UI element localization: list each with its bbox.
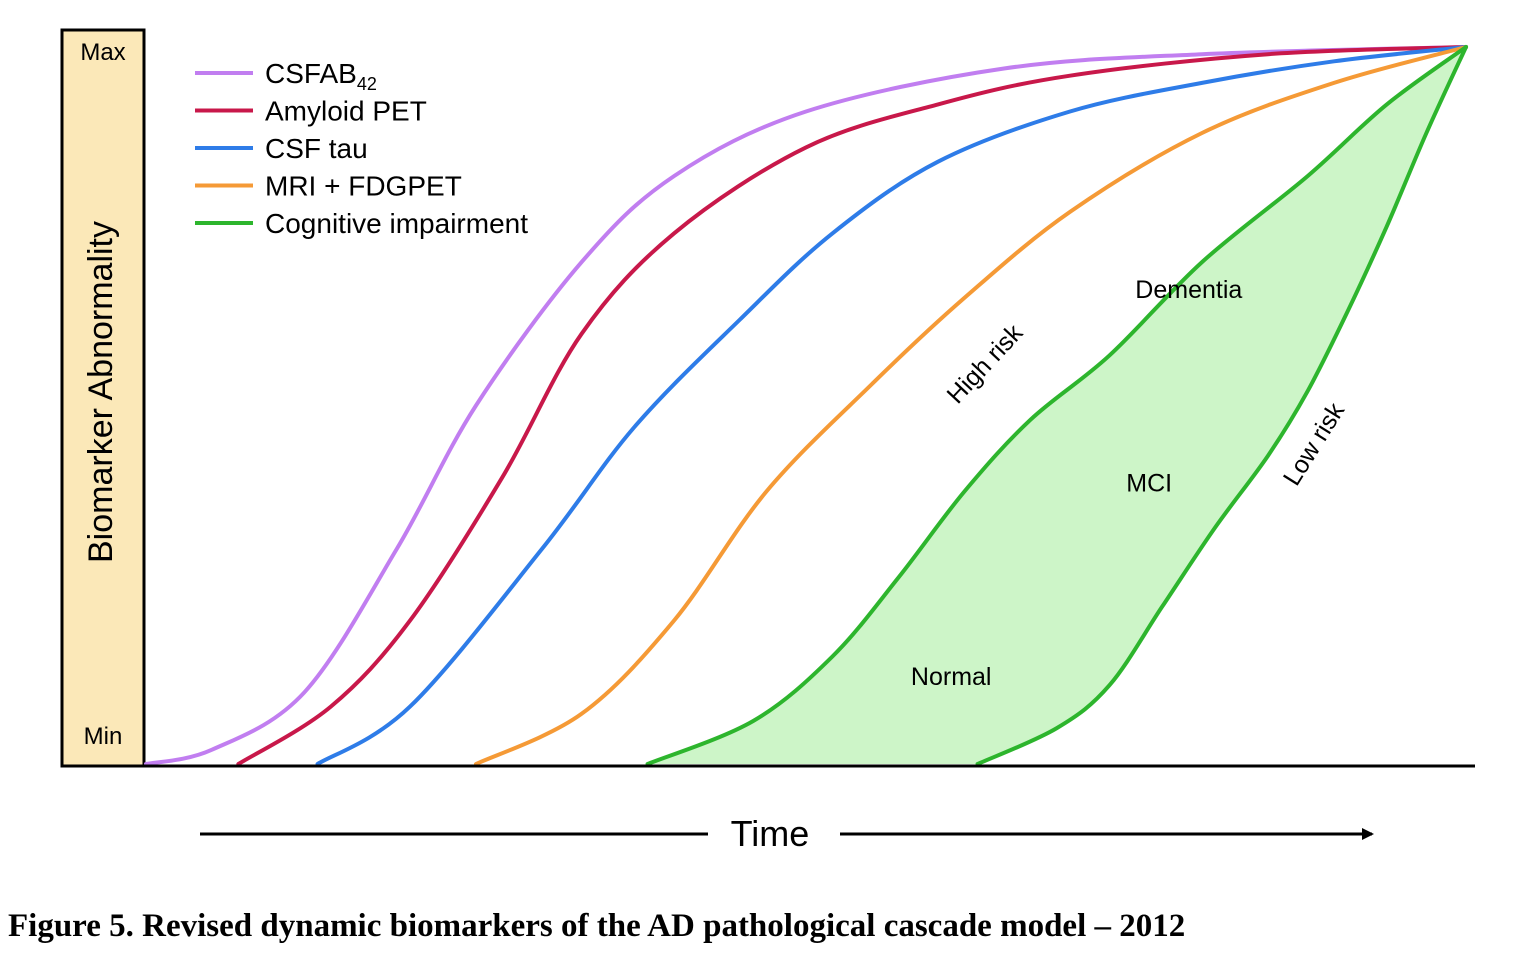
x-axis-label: Time bbox=[731, 813, 810, 854]
series-line-amyloid-pet bbox=[236, 45, 1468, 766]
series-line-csfab bbox=[144, 45, 1468, 766]
legend-label: MRI + FDGPET bbox=[265, 171, 462, 202]
legend-label: CSFAB42 bbox=[265, 58, 377, 94]
y-tick-max: Max bbox=[80, 39, 125, 66]
cognitive-impairment-band-fill bbox=[647, 47, 1466, 764]
cognitive-band-layer bbox=[647, 47, 1466, 764]
series-line-csf-tau bbox=[315, 45, 1468, 766]
annotation-mci: MCI bbox=[1126, 470, 1172, 498]
legend-label: CSF tau bbox=[265, 133, 368, 164]
biomarker-cascade-chart: Max Min Biomarker Abnormality Dementia Hi… bbox=[60, 28, 1475, 854]
y-axis-label: Biomarker Abnormality bbox=[82, 221, 120, 563]
figure-caption: Figure 5. Revised dynamic biomarkers of … bbox=[8, 908, 1186, 944]
annotation-high-risk: High risk bbox=[942, 319, 1029, 410]
series-layer bbox=[144, 45, 1468, 766]
series-line-cognitive-impairment-high-risk bbox=[645, 45, 1468, 766]
legend-label: Amyloid PET bbox=[265, 96, 427, 127]
legend-label: Cognitive impairment bbox=[265, 208, 528, 239]
y-tick-min: Min bbox=[84, 723, 123, 750]
series-line-cognitive-impairment-low-risk bbox=[975, 45, 1468, 766]
annotation-normal: Normal bbox=[911, 663, 992, 691]
y-axis-box bbox=[60, 28, 146, 768]
series-line-mri-fdgpet bbox=[474, 45, 1468, 766]
annotation-dementia: Dementia bbox=[1135, 276, 1242, 304]
